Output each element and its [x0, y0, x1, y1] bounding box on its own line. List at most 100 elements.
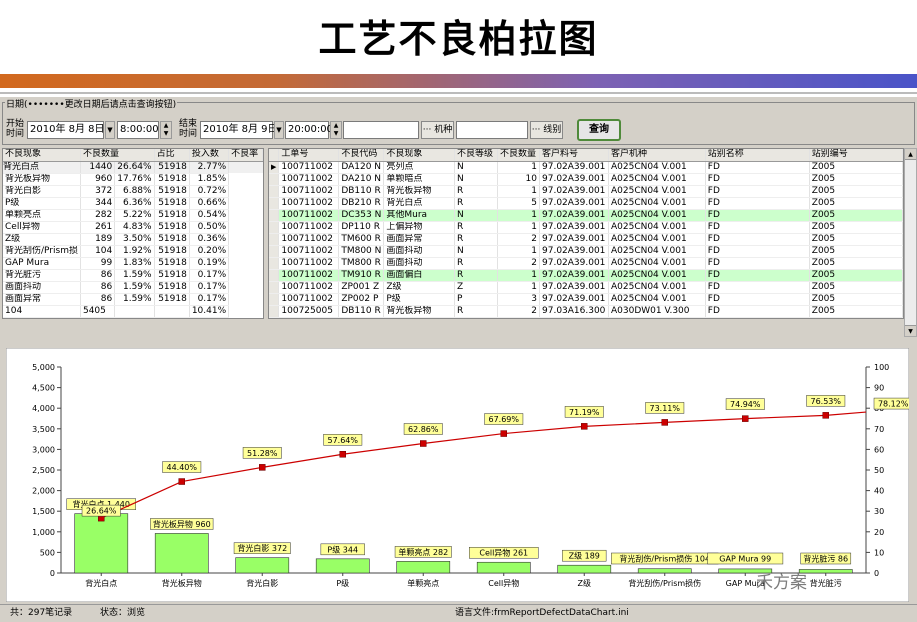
detail-cell: Z005: [809, 269, 904, 282]
end-time-field[interactable]: 20:00:00: [285, 121, 333, 139]
summary-row[interactable]: 画面抖动 86 1.59% 51918 0.17%: [3, 281, 263, 294]
date-filter-group: 日期(•••••••更改日期后请点击查询按钮): [2, 97, 915, 145]
detail-vertical-scrollbar[interactable]: ▲ ▼: [904, 148, 917, 337]
end-time-spinner-icon[interactable]: ▲ ▼: [330, 121, 342, 139]
start-time-spinner-icon[interactable]: ▲ ▼: [160, 121, 172, 139]
summary-row[interactable]: 单颗亮点 282 5.22% 51918 0.54%: [3, 209, 263, 222]
scroll-up-icon[interactable]: ▲: [905, 149, 916, 160]
detail-col-model[interactable]: 客户机种: [608, 149, 706, 162]
detail-col-station-no[interactable]: 站别编号: [809, 149, 904, 162]
summary-cell: 372: [80, 185, 116, 198]
summary-cell: 51918: [154, 161, 190, 174]
row-indicator: [269, 221, 280, 234]
detail-cell: DB210 R: [338, 197, 385, 210]
summary-row[interactable]: GAP Mura 99 1.83% 51918 0.19%: [3, 257, 263, 270]
detail-cell: 1: [497, 269, 540, 282]
detail-cell: R: [454, 269, 499, 282]
detail-row[interactable]: 100711002 DB210 R 背光白点 R 5 97.02A39.001 A025CN…: [269, 197, 904, 210]
detail-row[interactable]: 100711002 DC353 N 其他Mura N 1 97.02A39.001 A025…: [269, 209, 904, 222]
line-picker-button[interactable]: ··· 线别: [530, 121, 563, 139]
summary-cell: 189: [80, 233, 116, 246]
detail-col-qty[interactable]: 不良数量: [497, 149, 540, 162]
detail-col-code[interactable]: 不良代码: [338, 149, 385, 162]
y-tick-label: 2,500: [32, 466, 55, 475]
y-tick-label: 0: [50, 569, 55, 578]
detail-col-grade[interactable]: 不良等级: [454, 149, 499, 162]
bar-label-box: [800, 552, 852, 565]
header-rule: [0, 74, 917, 88]
detail-cell: R: [454, 221, 499, 234]
query-button[interactable]: 查询: [577, 119, 621, 141]
y-tick-label: 1,500: [32, 507, 55, 516]
detail-row[interactable]: 100725005 DB110 R 背光板异物 R 2 97.03A16.300 A030D…: [269, 305, 904, 318]
start-date-dropdown-icon[interactable]: ▼: [105, 121, 115, 139]
summary-col-ratio[interactable]: 占比: [154, 149, 190, 162]
start-time-field[interactable]: 8:00:00: [117, 121, 159, 139]
detail-col-phenomenon[interactable]: 不良现象: [383, 149, 456, 162]
summary-col-qty[interactable]: 不良数量: [80, 149, 155, 162]
summary-col-defect-rate[interactable]: 不良率: [228, 149, 263, 162]
detail-row[interactable]: 100711002 DB110 R 背光板异物 R 1 97.02A39.001 A025C…: [269, 185, 904, 198]
detail-cell: 5: [497, 197, 540, 210]
y2-tick-label: 70: [874, 425, 884, 434]
row-indicator: [269, 269, 280, 282]
detail-cell: A025CN04 V.001: [608, 209, 706, 222]
machine-picker-button[interactable]: ··· 机种: [421, 121, 454, 139]
summary-row[interactable]: 背光白点 1440 26.64% 51918 2.77%: [3, 161, 263, 174]
summary-row[interactable]: P级 344 6.36% 51918 0.66%: [3, 197, 263, 210]
summary-col-phenomenon[interactable]: 不良现象: [3, 149, 81, 162]
summary-col-input[interactable]: 投入数: [189, 149, 230, 162]
cumulative-point: [661, 419, 668, 426]
summary-row[interactable]: 背光脏污 86 1.59% 51918 0.17%: [3, 269, 263, 282]
detail-cell: 单颗暗点: [383, 173, 456, 186]
machine-input[interactable]: [343, 121, 419, 139]
detail-cell: 100711002: [278, 173, 340, 186]
detail-row[interactable]: 100711002 DA210 N 单颗暗点 N 10 97.02A39.001 A025C…: [269, 173, 904, 186]
detail-row[interactable]: ▶ 100711002 DA120 N 亮列点 N 1 97.02A39.001 A025CN…: [269, 161, 904, 174]
detail-row[interactable]: 100711002 TM600 R 画面异常 R 2 97.02A39.001 A025CN…: [269, 233, 904, 246]
cumulative-data-label: 71.19%: [569, 408, 600, 417]
y2-tick-label: 40: [874, 487, 884, 496]
detail-col-workorder[interactable]: 工单号: [278, 149, 340, 162]
end-date-dropdown-icon[interactable]: ▼: [274, 121, 284, 139]
detail-col-station-name[interactable]: 站别名称: [705, 149, 810, 162]
detail-cell: N: [454, 161, 499, 174]
summary-row[interactable]: 画面异常 86 1.59% 51918 0.17%: [3, 293, 263, 306]
start-date-field[interactable]: 2010年 8月 8日: [27, 121, 105, 139]
detail-col-part[interactable]: 客户料号: [539, 149, 609, 162]
detail-row[interactable]: 100711002 DP110 R 上偏异物 R 1 97.02A39.001 A025CN…: [269, 221, 904, 234]
end-date-field[interactable]: 2010年 8月 9日: [200, 121, 278, 139]
detail-cell: 2: [497, 305, 540, 318]
summary-row[interactable]: 背光板异物 960 17.76% 51918 1.85%: [3, 173, 263, 186]
detail-row[interactable]: 100711002 TM910 R 画面偏白 R 1 97.02A39.001 A025CN…: [269, 269, 904, 282]
detail-cell: 背光板异物: [383, 185, 456, 198]
summary-row[interactable]: Cell异物 261 4.83% 51918 0.50%: [3, 221, 263, 234]
detail-grid[interactable]: 工单号 不良代码 不良现象 不良等级 不良数量 客户料号 客户机种 站别名称 站别编号 ▶ 100…: [268, 148, 904, 319]
summary-cell: 86: [80, 293, 116, 306]
detail-row[interactable]: 100711002 TM800 N 画面抖动 N 1 97.02A39.001 A025CN…: [269, 245, 904, 258]
detail-cell: 画面偏白: [383, 269, 456, 282]
detail-cell: 100725005: [278, 305, 340, 318]
detail-cell: FD: [705, 305, 810, 318]
detail-row[interactable]: 100711002 TM800 R 画面抖动 R 2 97.02A39.001 A025CN…: [269, 257, 904, 270]
cumulative-point: [500, 430, 507, 437]
current-row-arrow-icon: ▶: [269, 161, 280, 174]
summary-cell: 1.59%: [114, 269, 155, 282]
y2-tick-label: 10: [874, 548, 884, 557]
summary-cell: 51918: [154, 269, 190, 282]
detail-cell: A025CN04 V.001: [608, 221, 706, 234]
summary-cell: 0.17%: [189, 281, 230, 294]
summary-row[interactable]: Z级 189 3.50% 51918 0.36%: [3, 233, 263, 246]
detail-cell: 2: [497, 257, 540, 270]
line-input[interactable]: [456, 121, 528, 139]
detail-row[interactable]: 100711002 ZP002 P P级 P 3 97.02A39.001 A025CN04…: [269, 293, 904, 306]
summary-cell: 画面抖动: [3, 281, 81, 294]
detail-cell: 1: [497, 161, 540, 174]
summary-grid[interactable]: 不良现象 不良数量 占比 投入数 不良率 背光白点 1440 26.64% 51918 2.77…: [2, 148, 264, 319]
row-indicator: [269, 245, 280, 258]
detail-row[interactable]: 100711002 ZP001 Z Z级 Z 1 97.02A39.001 A025CN04…: [269, 281, 904, 294]
summary-row[interactable]: 背光白影 372 6.88% 51918 0.72%: [3, 185, 263, 198]
summary-cell: 0.20%: [189, 245, 230, 258]
scroll-down-icon[interactable]: ▼: [905, 325, 916, 336]
summary-row[interactable]: 背光刮伤/Prism损 104 1.92% 51918 0.20%: [3, 245, 263, 258]
